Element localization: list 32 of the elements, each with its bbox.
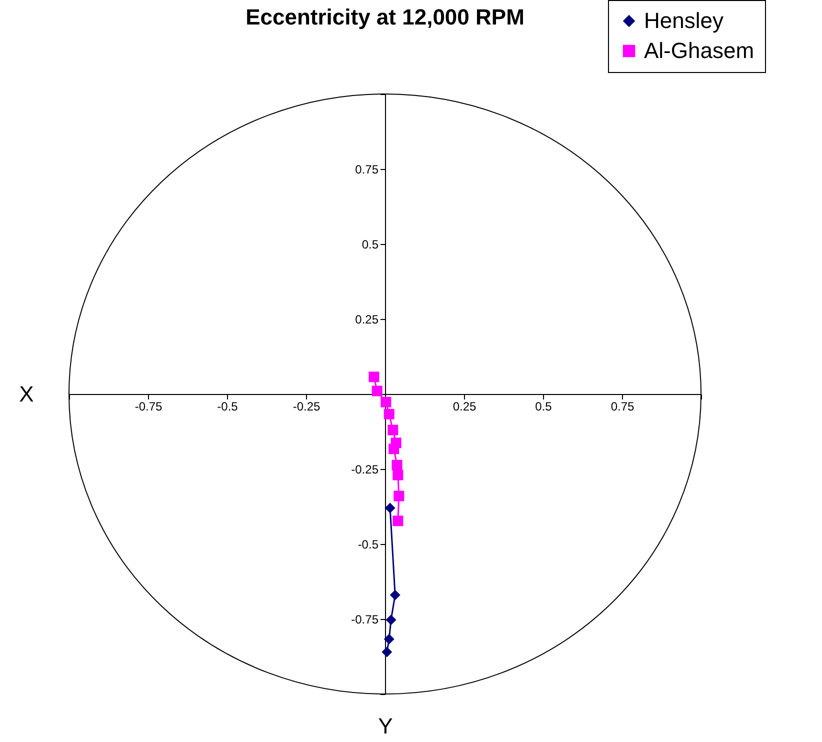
y-tick-label: 0.25 [355, 312, 379, 326]
point [368, 372, 380, 382]
point [392, 516, 404, 526]
chart-title: Eccentricity at 12,000 RPM [246, 4, 524, 30]
point [384, 408, 394, 420]
y-tick-label: 0.5 [362, 238, 379, 252]
point [388, 424, 398, 436]
x-tick-label: 0.25 [452, 400, 476, 414]
point [394, 490, 404, 502]
y-tick-label: -0.75 [351, 612, 379, 626]
point [382, 646, 392, 658]
y-tick-label: -0.5 [358, 538, 379, 552]
x-tick-label: 0.75 [610, 400, 634, 414]
point [386, 614, 396, 626]
x-tick-label: -0.25 [292, 400, 320, 414]
point [392, 460, 402, 470]
point [384, 634, 394, 644]
point [388, 444, 400, 454]
y-tick-label: -0.25 [351, 462, 379, 476]
legend-label: Al-Ghasem [644, 38, 754, 63]
x-tick-label: -0.5 [217, 400, 238, 414]
point [372, 386, 382, 396]
x-axis-title: Y [378, 714, 394, 738]
point [390, 590, 400, 600]
point [392, 470, 404, 480]
y-axis-title: X [19, 382, 34, 406]
point [384, 502, 396, 514]
legend-label: Hensley [644, 8, 724, 33]
x-tick-label: -0.75 [134, 400, 162, 414]
y-tick-label: 0.75 [355, 162, 379, 176]
x-tick-label: 0.5 [535, 400, 552, 414]
point [380, 396, 392, 408]
